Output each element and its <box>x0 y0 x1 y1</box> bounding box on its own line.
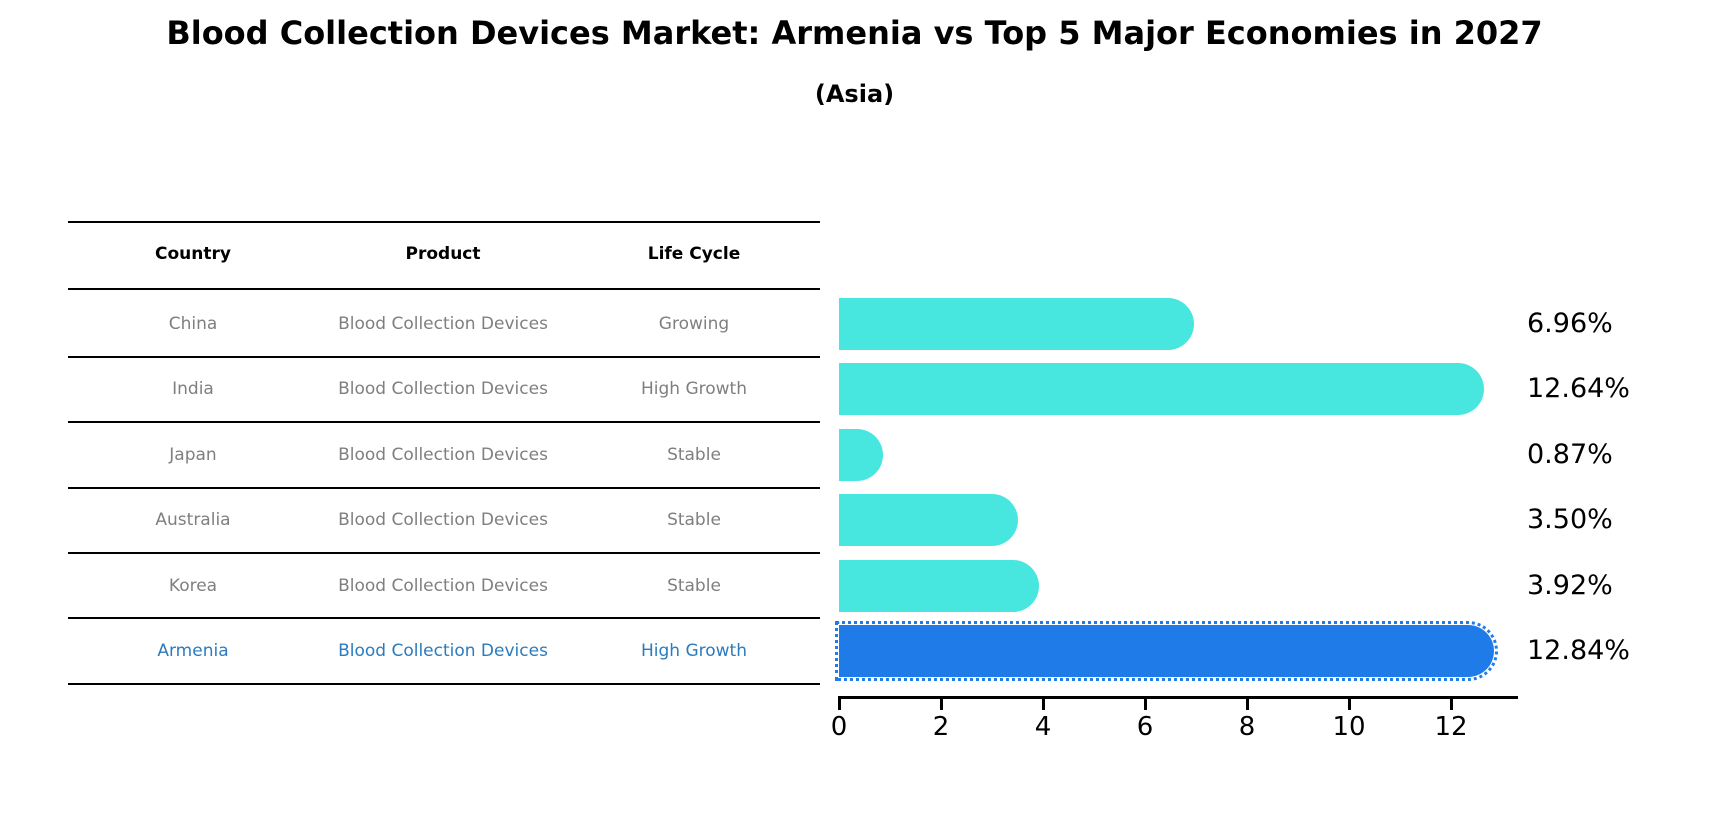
row-separator <box>68 552 820 554</box>
cell-life-cycle: High Growth <box>640 641 747 661</box>
column-header-product: Product <box>405 244 481 264</box>
bar-value-label: 0.87% <box>1527 439 1613 470</box>
bar-australia <box>839 494 1018 546</box>
cell-product: Blood Collection Devices <box>338 576 548 596</box>
x-axis-tick <box>1348 696 1351 710</box>
cell-country: Korea <box>168 576 218 596</box>
column-header-country: Country <box>155 244 231 264</box>
row-separator <box>68 487 820 489</box>
table-header-rule <box>68 288 820 290</box>
cell-product: Blood Collection Devices <box>338 379 548 399</box>
bar-armenia-highlighted <box>834 620 1499 682</box>
column-header-life-cycle: Life Cycle <box>647 244 741 264</box>
cell-country: India <box>172 379 214 399</box>
cell-life-cycle: Stable <box>667 445 721 465</box>
row-separator <box>68 421 820 423</box>
cell-life-cycle: High Growth <box>640 379 747 399</box>
x-axis-line <box>839 696 1518 699</box>
page-title: Blood Collection Devices Market: Armenia… <box>166 14 1543 52</box>
x-axis-tick-label: 2 <box>932 712 950 742</box>
bar-value-label: 6.96% <box>1527 308 1613 339</box>
x-axis-tick <box>1144 696 1147 710</box>
x-axis-tick <box>1246 696 1249 710</box>
x-axis-tick-label: 4 <box>1034 712 1052 742</box>
page-subtitle: (Asia) <box>814 80 895 108</box>
bar-value-label: 12.84% <box>1527 635 1630 666</box>
x-axis-tick <box>838 696 841 710</box>
cell-product: Blood Collection Devices <box>338 641 548 661</box>
cell-product: Blood Collection Devices <box>338 510 548 530</box>
x-axis-tick <box>940 696 943 710</box>
cell-country: Australia <box>155 510 231 530</box>
cell-country: Armenia <box>157 641 229 661</box>
cell-life-cycle: Growing <box>658 314 730 334</box>
x-axis-tick-label: 6 <box>1136 712 1154 742</box>
cell-product: Blood Collection Devices <box>338 445 548 465</box>
x-axis-tick-label: 8 <box>1238 712 1256 742</box>
bar-value-label: 3.50% <box>1527 504 1613 535</box>
x-axis-tick-label: 0 <box>830 712 848 742</box>
row-separator <box>68 617 820 619</box>
cell-country: Japan <box>169 445 217 465</box>
x-axis-tick-label: 12 <box>1434 712 1468 742</box>
cell-product: Blood Collection Devices <box>338 314 548 334</box>
cell-life-cycle: Stable <box>667 510 721 530</box>
bar-value-label: 3.92% <box>1527 570 1613 601</box>
x-axis-tick <box>1042 696 1045 710</box>
bar-korea <box>839 560 1039 612</box>
cell-life-cycle: Stable <box>667 576 721 596</box>
bar-japan <box>839 429 883 481</box>
table-bottom-rule <box>68 683 820 685</box>
row-separator <box>68 356 820 358</box>
x-axis-tick <box>1450 696 1453 710</box>
bar-china <box>839 298 1194 350</box>
bar-value-label: 12.64% <box>1527 373 1630 404</box>
bar-india <box>839 363 1484 415</box>
cell-country: China <box>168 314 218 334</box>
table-top-rule <box>68 221 820 223</box>
x-axis-tick-label: 10 <box>1332 712 1366 742</box>
